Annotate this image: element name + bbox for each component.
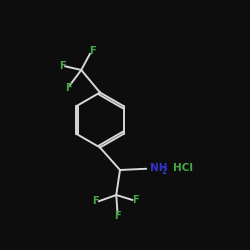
Text: F: F [59, 61, 65, 71]
Text: F: F [66, 84, 72, 94]
Text: NH: NH [150, 163, 168, 173]
Text: F: F [92, 196, 99, 206]
Text: F: F [114, 211, 121, 221]
Text: HCl: HCl [172, 163, 193, 173]
Text: F: F [89, 46, 95, 56]
Text: 2: 2 [162, 167, 167, 176]
Text: F: F [132, 195, 139, 205]
